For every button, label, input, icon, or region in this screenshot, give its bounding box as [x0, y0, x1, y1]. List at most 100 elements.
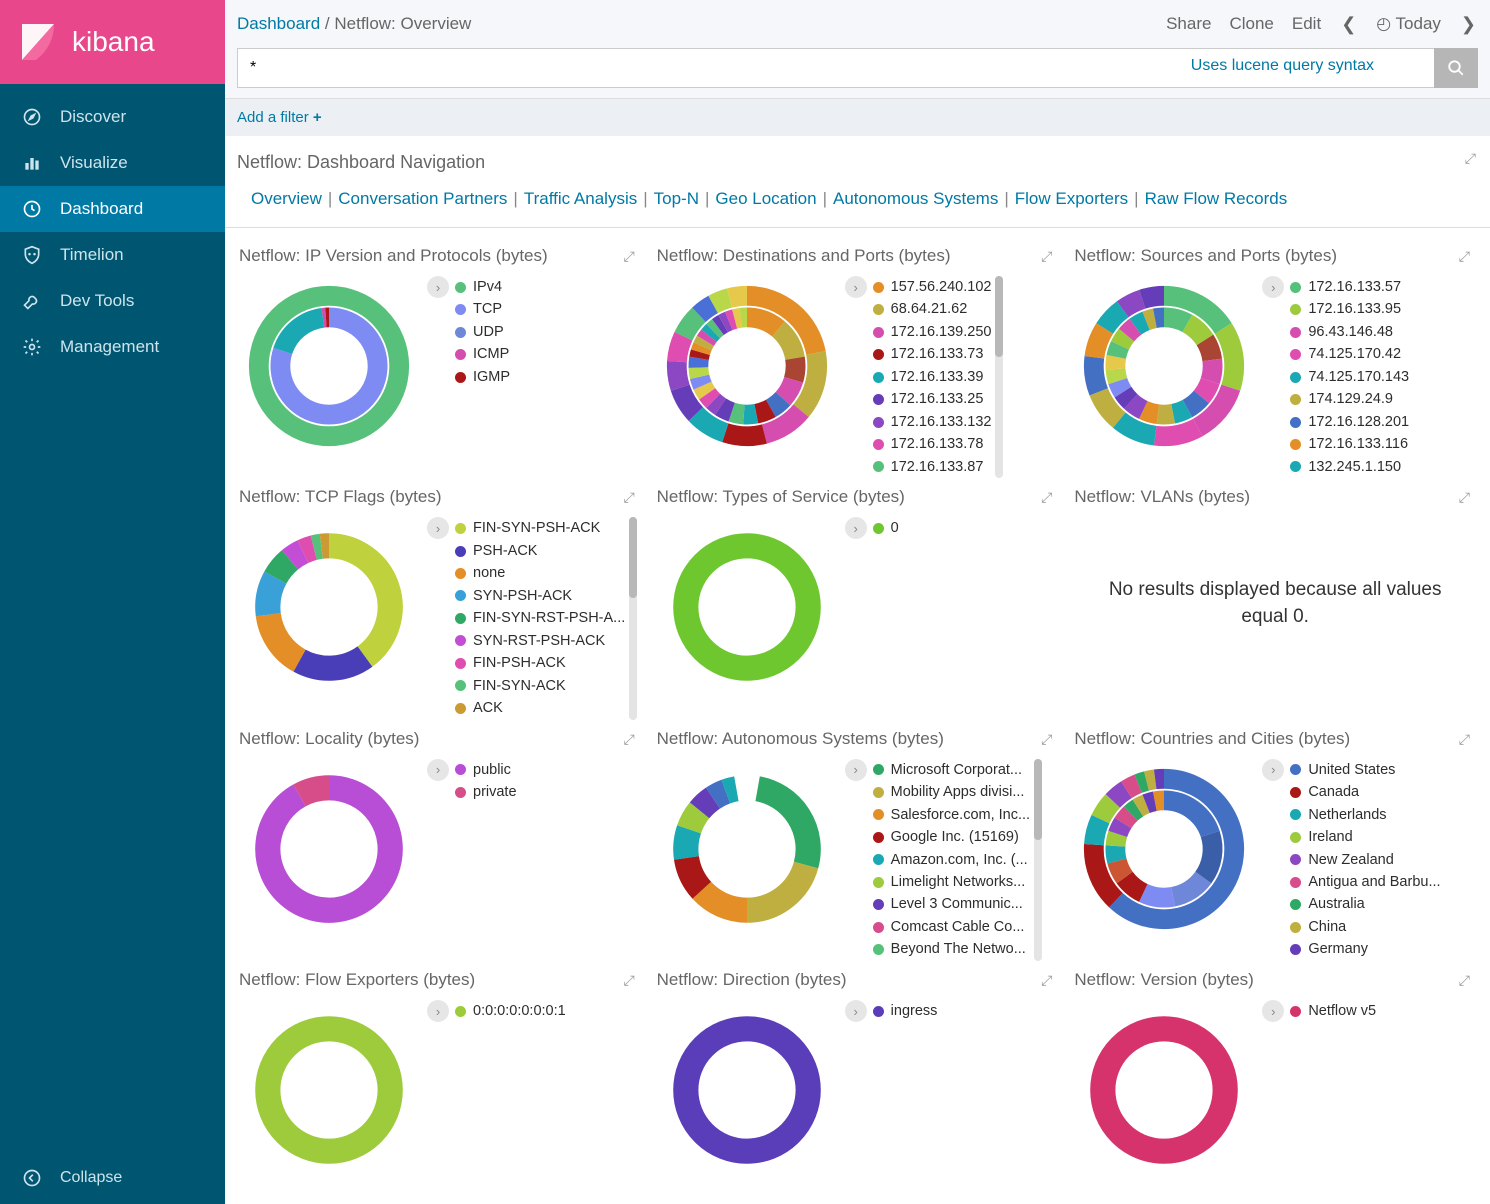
expand-icon[interactable]: ⤢	[623, 972, 634, 989]
donut-chart[interactable]	[239, 276, 419, 456]
sidebar-item-discover[interactable]: Discover	[0, 94, 225, 140]
legend-item[interactable]: 0	[873, 517, 899, 539]
legend-item[interactable]: 172.16.128.201	[1290, 411, 1409, 433]
share-button[interactable]: Share	[1166, 14, 1211, 34]
donut-chart[interactable]	[239, 517, 419, 697]
donut-chart[interactable]	[1074, 1000, 1254, 1180]
nav-link[interactable]: Autonomous Systems	[833, 189, 998, 208]
legend-item[interactable]: Ireland	[1290, 826, 1440, 848]
legend-item[interactable]: Limelight Networks...	[873, 871, 1030, 893]
legend-toggle-icon[interactable]: ›	[1262, 759, 1284, 781]
sidebar-item-timelion[interactable]: Timelion	[0, 232, 225, 278]
legend-item[interactable]: 172.16.139.250	[873, 321, 992, 343]
expand-icon[interactable]: ⤢	[1459, 972, 1470, 989]
legend-item[interactable]: Mobility Apps divisi...	[873, 781, 1030, 803]
legend-toggle-icon[interactable]: ›	[427, 1000, 449, 1022]
legend-item[interactable]: China	[1290, 916, 1440, 938]
expand-icon[interactable]: ⤢	[1041, 731, 1052, 748]
expand-icon[interactable]: ⤢	[623, 731, 634, 748]
search-hint[interactable]: Uses lucene query syntax	[1191, 57, 1374, 75]
collapse-button[interactable]: Collapse	[0, 1152, 225, 1204]
legend-toggle-icon[interactable]: ›	[1262, 276, 1284, 298]
expand-icon[interactable]: ⤢	[1459, 489, 1470, 506]
legend-item[interactable]: 172.16.133.95	[1290, 298, 1409, 320]
donut-chart[interactable]	[239, 759, 419, 939]
time-prev-icon[interactable]: ❮	[1339, 14, 1358, 35]
legend-item[interactable]: IGMP	[455, 366, 510, 388]
legend-toggle-icon[interactable]: ›	[427, 759, 449, 781]
nav-link[interactable]: Traffic Analysis	[524, 189, 637, 208]
legend-item[interactable]: PSH-ACK	[455, 540, 625, 562]
donut-chart[interactable]	[657, 759, 837, 939]
donut-chart[interactable]	[657, 1000, 837, 1180]
legend-item[interactable]: Netflow v5	[1290, 1000, 1376, 1022]
legend-toggle-icon[interactable]: ›	[845, 517, 867, 539]
legend-item[interactable]: Netherlands	[1290, 804, 1440, 826]
nav-link[interactable]: Overview	[251, 189, 322, 208]
scrollbar[interactable]	[995, 276, 1003, 478]
legend-item[interactable]: United States	[1290, 759, 1440, 781]
legend-item[interactable]: FIN-SYN-RST-PSH-A...	[455, 607, 625, 629]
nav-link[interactable]: Flow Exporters	[1015, 189, 1128, 208]
sidebar-item-visualize[interactable]: Visualize	[0, 140, 225, 186]
nav-link[interactable]: Conversation Partners	[338, 189, 507, 208]
legend-item[interactable]: ingress	[873, 1000, 938, 1022]
legend-item[interactable]: 0:0:0:0:0:0:0:1	[455, 1000, 566, 1022]
legend-item[interactable]: Canada	[1290, 781, 1440, 803]
breadcrumb-root[interactable]: Dashboard	[237, 14, 320, 33]
expand-icon[interactable]: ⤢	[623, 489, 634, 506]
legend-item[interactable]: 172.16.133.78	[873, 433, 992, 455]
legend-item[interactable]: 172.16.133.116	[1290, 433, 1409, 455]
legend-item[interactable]: 96.43.146.48	[1290, 321, 1409, 343]
legend-item[interactable]: Google Inc. (15169)	[873, 826, 1030, 848]
add-filter-button[interactable]: Add a filter +	[237, 109, 322, 126]
legend-item[interactable]: 172.16.133.25	[873, 388, 992, 410]
search-button[interactable]	[1434, 48, 1478, 88]
sidebar-item-dashboard[interactable]: Dashboard	[0, 186, 225, 232]
legend-item[interactable]: FIN-PSH-ACK	[455, 652, 625, 674]
donut-chart[interactable]	[239, 1000, 419, 1180]
expand-icon[interactable]: ⤢	[623, 248, 634, 265]
legend-toggle-icon[interactable]: ›	[845, 1000, 867, 1022]
legend-item[interactable]: 74.125.170.42	[1290, 343, 1409, 365]
legend-item[interactable]: TCP	[455, 298, 510, 320]
legend-item[interactable]: 157.56.240.102	[873, 276, 992, 298]
legend-toggle-icon[interactable]: ›	[427, 517, 449, 539]
expand-icon[interactable]: ⤢	[1041, 248, 1052, 265]
edit-button[interactable]: Edit	[1292, 14, 1321, 34]
legend-item[interactable]: ICMP	[455, 343, 510, 365]
logo-area[interactable]: kibana	[0, 0, 225, 84]
legend-item[interactable]: Microsoft Corporat...	[873, 759, 1030, 781]
legend-item[interactable]: Antigua and Barbu...	[1290, 871, 1440, 893]
legend-item[interactable]: 74.125.170.143	[1290, 366, 1409, 388]
expand-icon[interactable]: ⤢	[1459, 248, 1470, 265]
donut-chart[interactable]	[1074, 276, 1254, 456]
legend-item[interactable]: private	[455, 781, 517, 803]
clone-button[interactable]: Clone	[1229, 14, 1273, 34]
legend-item[interactable]: public	[455, 759, 517, 781]
expand-icon[interactable]: ⤢	[1041, 972, 1052, 989]
legend-item[interactable]: 68.64.21.62	[873, 298, 992, 320]
legend-item[interactable]: IPv4	[455, 276, 510, 298]
donut-chart[interactable]	[1074, 759, 1254, 939]
scrollbar[interactable]	[1034, 759, 1042, 961]
donut-chart[interactable]	[657, 517, 837, 697]
sidebar-item-management[interactable]: Management	[0, 324, 225, 370]
expand-icon[interactable]: ⤢	[1459, 731, 1470, 748]
nav-link[interactable]: Geo Location	[715, 189, 816, 208]
legend-item[interactable]: Level 3 Communic...	[873, 893, 1030, 915]
sidebar-item-dev-tools[interactable]: Dev Tools	[0, 278, 225, 324]
legend-item[interactable]: Salesforce.com, Inc...	[873, 804, 1030, 826]
donut-chart[interactable]	[657, 276, 837, 456]
legend-item[interactable]: 172.16.133.57	[1290, 276, 1409, 298]
expand-icon[interactable]: ⤢	[1465, 150, 1476, 167]
legend-item[interactable]: SYN-PSH-ACK	[455, 585, 625, 607]
legend-item[interactable]: FIN-SYN-ACK	[455, 675, 625, 697]
legend-item[interactable]: SYN-RST-PSH-ACK	[455, 630, 625, 652]
legend-toggle-icon[interactable]: ›	[845, 276, 867, 298]
legend-item[interactable]: none	[455, 562, 625, 584]
legend-item[interactable]: Comcast Cable Co...	[873, 916, 1030, 938]
time-picker[interactable]: ◴ Today	[1376, 14, 1441, 34]
legend-item[interactable]: 174.129.24.9	[1290, 388, 1409, 410]
scrollbar[interactable]	[629, 517, 637, 719]
